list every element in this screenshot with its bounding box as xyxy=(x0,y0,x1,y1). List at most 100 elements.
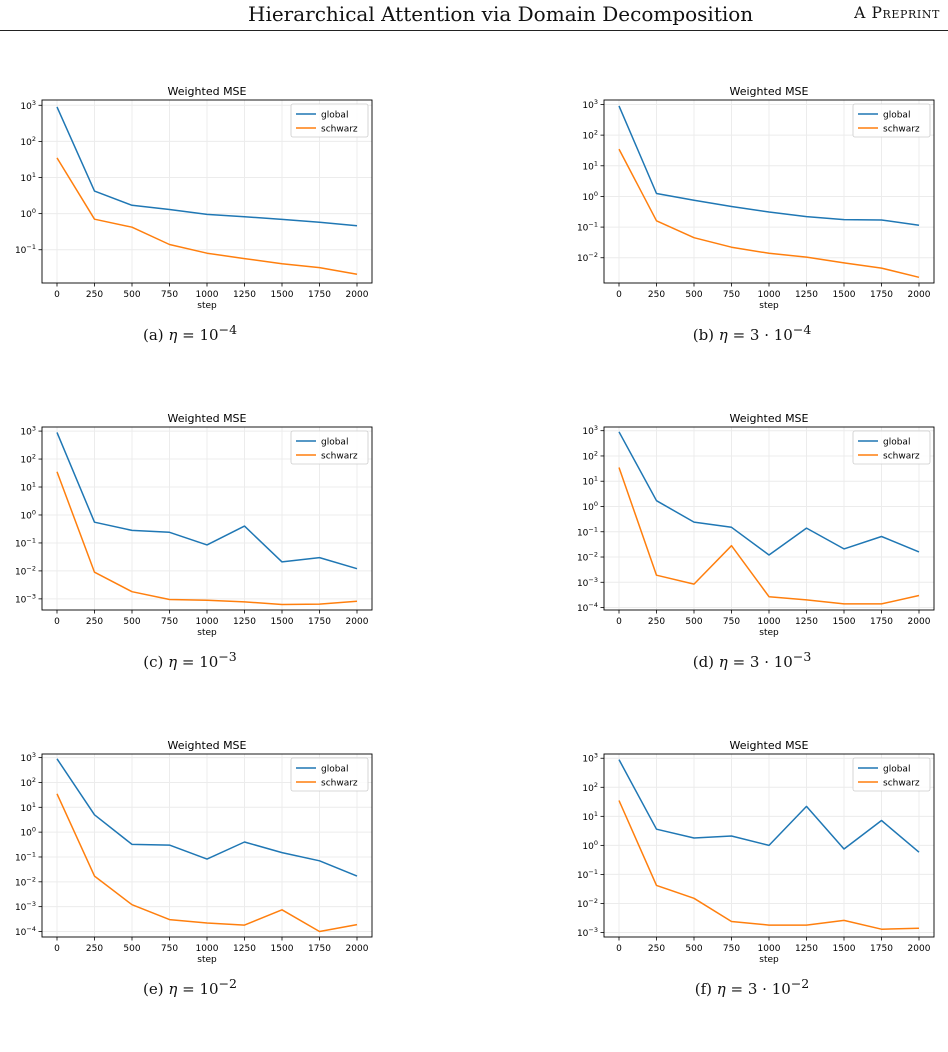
y-tick-label: 10−3 xyxy=(15,592,36,605)
x-tick-label: 750 xyxy=(723,617,740,627)
x-tick-label: 250 xyxy=(86,617,103,627)
x-tick-label: 2000 xyxy=(346,290,369,300)
y-tick-label: 10−2 xyxy=(577,251,598,264)
y-tick-label: 10−2 xyxy=(577,551,598,564)
series-line-global xyxy=(56,106,358,227)
y-tick-label: 102 xyxy=(20,135,36,148)
series-line-global xyxy=(618,105,920,226)
x-tick-label: 2000 xyxy=(908,617,931,627)
x-tick-label: 250 xyxy=(648,290,665,300)
y-tick-label: 10−3 xyxy=(15,900,36,913)
chart-a: Weighted MSE 0 250 500 750 1000 1250 1500 1750 20… xyxy=(15,85,373,311)
chart-e: Weighted MSE 0 250 500 750 1000 1250 1500 1750 20… xyxy=(15,739,373,965)
x-tick-label: 250 xyxy=(86,290,103,300)
series-line-schwarz xyxy=(618,800,920,930)
x-tick-label: 1500 xyxy=(833,617,856,627)
y-tick-label: 101 xyxy=(20,481,36,494)
legend: global schwarz xyxy=(290,430,369,465)
x-tick-label: 2000 xyxy=(346,944,369,954)
y-tick-label: 10−3 xyxy=(577,576,598,589)
chart-panel-b: Weighted MSE 0 250 500 750 1000 1250 1500 1750 20… xyxy=(562,82,942,352)
y-tick-label: 103 xyxy=(20,425,36,438)
x-tick-label: 1750 xyxy=(870,617,893,627)
x-tick-label: 1250 xyxy=(795,944,818,954)
legend: global schwarz xyxy=(290,757,369,792)
series-line-schwarz xyxy=(56,157,358,275)
y-tick-label: 10−1 xyxy=(577,868,598,881)
chart-title: Weighted MSE xyxy=(730,412,809,425)
x-tick-label: 1750 xyxy=(870,290,893,300)
x-tick-label: 250 xyxy=(648,944,665,954)
chart-panel-f: Weighted MSE 0 250 500 750 1000 1250 1500 1750 20… xyxy=(562,736,942,1006)
legend-label-global: global xyxy=(883,110,910,120)
x-tick-label: 1250 xyxy=(233,617,256,627)
x-tick-label: 750 xyxy=(161,290,178,300)
series-line-schwarz xyxy=(618,148,920,279)
chart-title: Weighted MSE xyxy=(730,85,809,98)
series-line-global xyxy=(618,759,920,853)
x-tick-label: 1750 xyxy=(308,617,331,627)
y-tick-label: 10−2 xyxy=(15,875,36,888)
caption-b: (b) η = 3 · 10−4 xyxy=(692,322,812,344)
x-tick-label: 250 xyxy=(86,944,103,954)
y-tick-label: 10−1 xyxy=(15,243,36,256)
legend: global schwarz xyxy=(290,103,369,138)
y-tick-label: 102 xyxy=(20,776,36,789)
legend-label-global: global xyxy=(883,437,910,447)
y-tick-label: 101 xyxy=(582,475,598,488)
y-tick-label: 101 xyxy=(20,171,36,184)
y-tick-label: 103 xyxy=(582,752,598,765)
x-tick-label: 750 xyxy=(723,290,740,300)
y-tick-label: 100 xyxy=(20,826,36,839)
series-line-schwarz xyxy=(618,467,920,605)
chart-c: Weighted MSE 0 250 500 750 1000 1250 1500 1750 20… xyxy=(15,412,373,638)
y-tick-label: 10−4 xyxy=(15,925,36,938)
caption-f: (f) η = 3 · 10−2 xyxy=(694,976,810,998)
y-tick-label: 10−1 xyxy=(577,221,598,234)
x-tick-label: 1250 xyxy=(795,290,818,300)
x-tick-label: 500 xyxy=(685,617,702,627)
chart-f: Weighted MSE 0 250 500 750 1000 1250 1500 1750 20… xyxy=(577,739,935,965)
x-tick-label: 1750 xyxy=(870,944,893,954)
x-tick-label: 1500 xyxy=(271,944,294,954)
x-tick-label: 0 xyxy=(616,617,622,627)
chart-panel-d: Weighted MSE 0 250 500 750 1000 1250 1500 1750 20… xyxy=(562,409,942,679)
x-tick-label: 0 xyxy=(54,944,60,954)
y-tick-label: 101 xyxy=(582,159,598,172)
header-rule xyxy=(0,30,948,31)
legend: global schwarz xyxy=(852,103,931,138)
legend-label-schwarz: schwarz xyxy=(883,124,920,134)
x-tick-label: 500 xyxy=(123,617,140,627)
x-tick-label: 0 xyxy=(54,290,60,300)
legend-label-schwarz: schwarz xyxy=(321,451,358,461)
legend-label-schwarz: schwarz xyxy=(883,778,920,788)
legend-label-schwarz: schwarz xyxy=(883,451,920,461)
caption-a: (a) η = 10−4 xyxy=(142,322,238,344)
x-tick-label: 0 xyxy=(54,617,60,627)
y-tick-label: 103 xyxy=(582,98,598,111)
x-tick-label: 1000 xyxy=(196,617,219,627)
x-tick-label: 1500 xyxy=(833,290,856,300)
x-axis-label: step xyxy=(759,955,779,965)
chart-panel-a: Weighted MSE 0 250 500 750 1000 1250 1500 1750 20… xyxy=(0,82,380,352)
legend-label-global: global xyxy=(883,764,910,774)
y-tick-label: 100 xyxy=(582,190,598,203)
x-tick-label: 1750 xyxy=(308,944,331,954)
y-tick-label: 10−2 xyxy=(577,897,598,910)
x-tick-label: 0 xyxy=(616,290,622,300)
chart-title: Weighted MSE xyxy=(730,739,809,752)
x-tick-label: 1000 xyxy=(196,944,219,954)
chart-b: Weighted MSE 0 250 500 750 1000 1250 1500 1750 20… xyxy=(577,85,935,311)
x-axis-label: step xyxy=(197,301,217,311)
series-line-schwarz xyxy=(56,793,358,933)
y-tick-label: 10−3 xyxy=(577,926,598,939)
y-tick-label: 10−1 xyxy=(15,536,36,549)
x-tick-label: 1250 xyxy=(233,290,256,300)
x-tick-label: 1500 xyxy=(833,944,856,954)
x-tick-label: 1250 xyxy=(233,944,256,954)
y-tick-label: 103 xyxy=(20,751,36,764)
y-tick-label: 102 xyxy=(582,449,598,462)
chart-d: Weighted MSE 0 250 500 750 1000 1250 1500 1750 20… xyxy=(577,412,935,638)
series-line-global xyxy=(56,432,358,570)
legend-label-global: global xyxy=(321,764,348,774)
